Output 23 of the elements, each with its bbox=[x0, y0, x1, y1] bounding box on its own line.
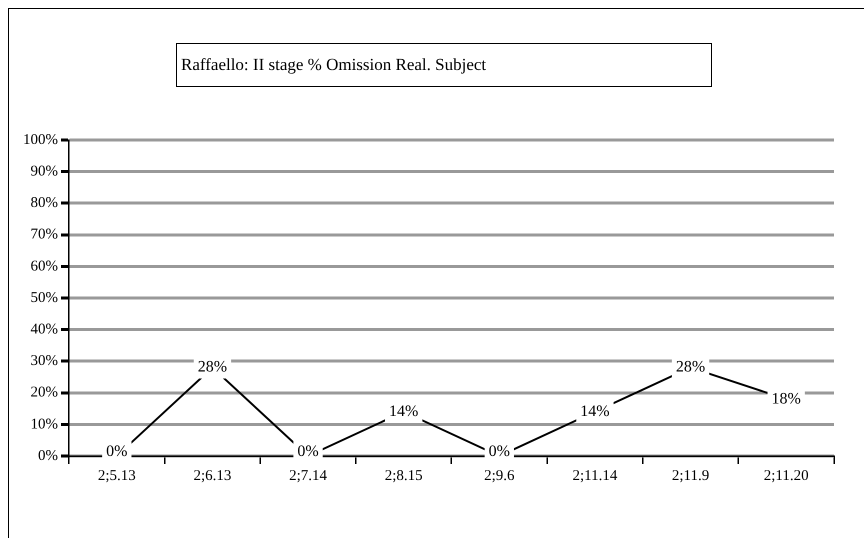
y-tick-label: 10% bbox=[30, 416, 58, 432]
x-tick-label: 2;11.9 bbox=[672, 468, 710, 484]
y-tick-label: 40% bbox=[30, 322, 58, 338]
x-tick-label: 2;7.14 bbox=[289, 468, 328, 484]
x-tick-label: 2;9.6 bbox=[484, 468, 516, 484]
y-tick-label: 100% bbox=[22, 132, 58, 148]
y-tick-label: 20% bbox=[30, 384, 58, 401]
x-tick-label: 2;5.13 bbox=[98, 468, 136, 484]
y-tick-label: 60% bbox=[30, 258, 58, 274]
data-label: 0% bbox=[297, 443, 319, 460]
y-tick-label: 80% bbox=[30, 195, 58, 212]
y-tick-label: 30% bbox=[30, 353, 58, 370]
x-tick-label: 2;6.13 bbox=[193, 468, 232, 484]
y-tick-label: 90% bbox=[30, 164, 58, 180]
x-tick-label: 2;11.20 bbox=[764, 468, 809, 484]
x-tick-label: 2;8.15 bbox=[384, 468, 423, 484]
chart-title: Raffaello: II stage % Omission Real. Subject bbox=[176, 43, 712, 87]
y-tick-label: 70% bbox=[30, 226, 58, 243]
y-tick-label: 50% bbox=[30, 290, 58, 306]
data-label: 0% bbox=[488, 443, 510, 460]
x-tick-label: 2;11.14 bbox=[572, 468, 618, 484]
data-label: 0% bbox=[106, 443, 128, 460]
y-tick-label: 0% bbox=[38, 448, 58, 464]
